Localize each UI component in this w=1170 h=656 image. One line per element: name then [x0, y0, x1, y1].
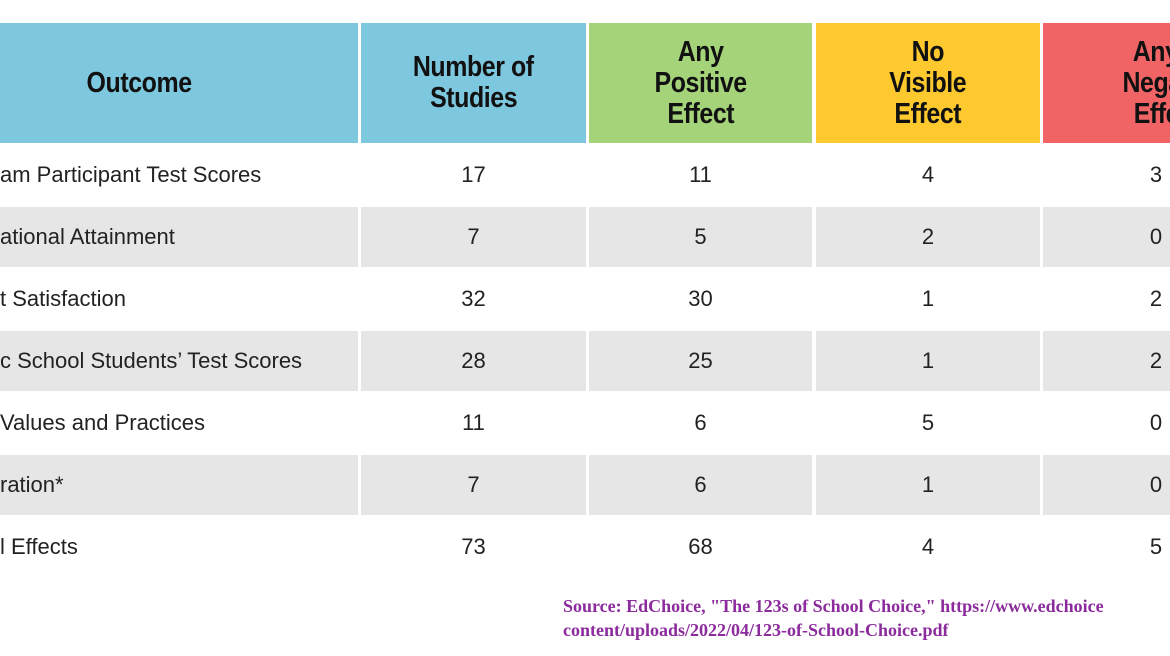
- cell-value: 7: [361, 455, 586, 515]
- header-cell: Outcome: [0, 23, 358, 143]
- cell-value: 5: [589, 207, 812, 267]
- row-label: l Effects: [0, 517, 358, 577]
- header-text: Effe: [1133, 97, 1170, 130]
- header-text: Positive: [654, 66, 747, 99]
- row-label: ational Attainment: [0, 207, 358, 267]
- cell-value: 5: [1043, 517, 1170, 577]
- cell-value: 17: [361, 145, 586, 205]
- header-text: Effect: [894, 97, 962, 130]
- cell-value: 6: [589, 393, 812, 453]
- source-note: content/uploads/2022/04/123-of-School-Ch…: [563, 620, 949, 640]
- cell-value: 2: [816, 207, 1040, 267]
- cell-value: 28: [361, 331, 586, 391]
- cell-value: 1: [816, 269, 1040, 329]
- cell-value: 0: [1043, 393, 1170, 453]
- header-text: Any: [1133, 35, 1170, 68]
- source-note: Source: EdChoice, "The 123s of School Ch…: [563, 596, 1104, 616]
- cell-value: 2: [1043, 269, 1170, 329]
- header-cell: Any Positive Effect: [589, 23, 812, 143]
- header-text: Any: [677, 35, 724, 68]
- header-text: Negat: [1122, 66, 1170, 99]
- header-cell: Number of Studies: [361, 23, 586, 143]
- cell-value: 3: [1043, 145, 1170, 205]
- header-cell: No Visible Effect: [816, 23, 1040, 143]
- row-label: t Satisfaction: [0, 269, 358, 329]
- cell-value: 30: [589, 269, 812, 329]
- header-text: Number of: [413, 51, 534, 83]
- header-text: Studies: [429, 82, 518, 114]
- cell-value: 11: [589, 145, 812, 205]
- row-label: am Participant Test Scores: [0, 145, 358, 205]
- row-label: Values and Practices: [0, 393, 358, 453]
- row-label: ration*: [0, 455, 358, 515]
- header-text: Effect: [667, 97, 734, 130]
- cell-value: 68: [589, 517, 812, 577]
- cell-value: 1: [816, 455, 1040, 515]
- cell-value: 0: [1043, 207, 1170, 267]
- cell-value: 1: [816, 331, 1040, 391]
- cell-value: 4: [816, 517, 1040, 577]
- cell-value: 5: [816, 393, 1040, 453]
- cell-value: 4: [816, 145, 1040, 205]
- cell-value: 11: [361, 393, 586, 453]
- header-text: No: [911, 35, 945, 68]
- header-text: Visible: [889, 66, 967, 99]
- cell-value: 0: [1043, 455, 1170, 515]
- cell-value: 6: [589, 455, 812, 515]
- cell-value: 2: [1043, 331, 1170, 391]
- cell-value: 7: [361, 207, 586, 267]
- cell-value: 32: [361, 269, 586, 329]
- cell-value: 25: [589, 331, 812, 391]
- header-text: Outcome: [86, 66, 193, 99]
- row-label: c School Students’ Test Scores: [0, 331, 358, 391]
- header-cell: AnyNegatEffe: [1043, 23, 1170, 143]
- cell-value: 73: [361, 517, 586, 577]
